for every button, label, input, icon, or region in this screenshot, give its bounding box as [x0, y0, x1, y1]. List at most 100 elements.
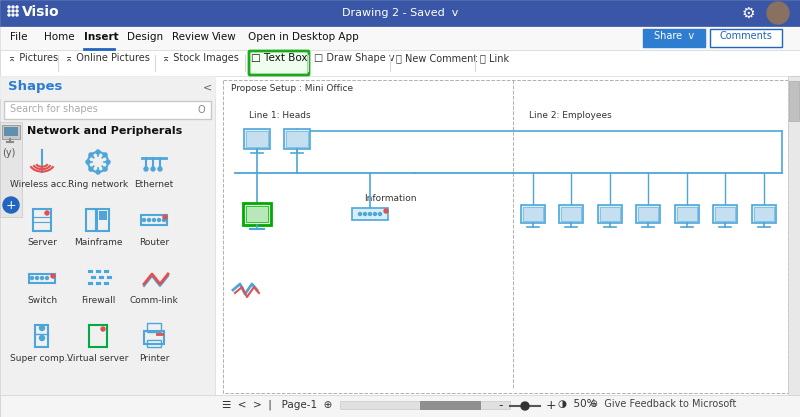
Circle shape [16, 6, 18, 8]
Bar [0, 122, 22, 217]
Text: Ethernet: Ethernet [134, 180, 174, 189]
Circle shape [45, 211, 49, 215]
Circle shape [8, 10, 10, 12]
Circle shape [16, 14, 18, 16]
Bar [35, 325, 48, 347]
Text: Drawing 2 - Saved  v: Drawing 2 - Saved v [342, 8, 458, 18]
Bar [97, 209, 109, 231]
Bar [522, 207, 542, 221]
Bar [752, 205, 776, 223]
Bar [147, 340, 161, 347]
Bar [420, 401, 480, 409]
Circle shape [3, 197, 19, 213]
Circle shape [142, 219, 146, 221]
Bar [788, 76, 800, 395]
Text: ⌅ Stock Images: ⌅ Stock Images [162, 53, 239, 63]
Circle shape [41, 276, 43, 279]
Circle shape [378, 213, 382, 216]
Bar [559, 205, 583, 223]
Text: Review: Review [172, 32, 209, 42]
Circle shape [12, 10, 14, 12]
Bar [243, 203, 271, 225]
Text: ⌅ Pictures: ⌅ Pictures [8, 53, 58, 63]
Circle shape [151, 167, 155, 171]
Text: ⚙: ⚙ [741, 5, 755, 20]
Bar [789, 81, 799, 121]
Bar [521, 205, 545, 223]
Text: +: + [546, 399, 557, 412]
Bar [106, 275, 112, 279]
Bar [0, 395, 800, 417]
Circle shape [103, 153, 107, 157]
Text: Mainframe: Mainframe [74, 238, 122, 247]
Bar [246, 206, 268, 222]
Bar [340, 401, 510, 409]
Text: Firewall: Firewall [81, 296, 115, 305]
Bar [677, 207, 697, 221]
Circle shape [12, 6, 14, 8]
Bar [29, 274, 55, 283]
Bar [33, 209, 51, 231]
Bar [598, 205, 622, 223]
Bar [754, 207, 774, 221]
Text: Printer: Printer [139, 354, 169, 363]
Bar [0, 26, 800, 50]
Bar [141, 215, 167, 225]
Bar [89, 325, 107, 347]
Bar [643, 29, 705, 47]
Text: View: View [212, 32, 237, 42]
Text: ◑  50%: ◑ 50% [558, 399, 597, 409]
Bar [86, 209, 96, 231]
Bar [244, 129, 270, 149]
Bar [675, 205, 699, 223]
Bar [95, 269, 101, 273]
Bar [87, 269, 93, 273]
Circle shape [39, 326, 45, 331]
Text: -: - [498, 399, 502, 412]
Circle shape [358, 213, 362, 216]
Circle shape [89, 167, 93, 171]
Bar [87, 281, 93, 285]
Circle shape [16, 10, 18, 12]
Text: Open in Desktop App: Open in Desktop App [248, 32, 358, 42]
Bar [0, 0, 800, 26]
Bar [4, 127, 18, 136]
Text: Super comp...: Super comp... [10, 354, 74, 363]
Text: Virtual server: Virtual server [67, 354, 129, 363]
Text: Line 2: Employees: Line 2: Employees [529, 111, 611, 120]
Circle shape [369, 213, 371, 216]
Text: □ Draw Shape v: □ Draw Shape v [314, 53, 394, 63]
Text: +: + [6, 198, 16, 211]
Text: Design: Design [127, 32, 163, 42]
Circle shape [144, 167, 148, 171]
Text: Home: Home [44, 32, 74, 42]
Circle shape [89, 153, 93, 157]
Text: □ Text Box: □ Text Box [250, 53, 307, 63]
Circle shape [162, 219, 166, 221]
Bar [2, 125, 20, 139]
Circle shape [96, 150, 100, 154]
Text: Comments: Comments [719, 31, 773, 41]
Text: Share  v: Share v [654, 31, 694, 41]
Circle shape [153, 219, 155, 221]
Circle shape [39, 336, 45, 341]
Text: Information: Information [364, 194, 416, 203]
Bar [284, 129, 310, 149]
Bar [0, 76, 215, 417]
Bar [710, 29, 782, 47]
Bar [98, 275, 104, 279]
FancyBboxPatch shape [249, 51, 309, 75]
Bar [144, 331, 164, 344]
Circle shape [521, 402, 529, 410]
Text: O: O [197, 105, 205, 115]
Text: Visio: Visio [22, 5, 60, 19]
Circle shape [363, 213, 366, 216]
Text: Router: Router [139, 238, 169, 247]
Text: Insert: Insert [84, 32, 118, 42]
Text: Comm-link: Comm-link [130, 296, 178, 305]
Text: Server: Server [27, 238, 57, 247]
Circle shape [384, 209, 388, 213]
Circle shape [767, 2, 789, 24]
Text: ☰  <  >  |   Page-1  ⊕: ☰ < > | Page-1 ⊕ [222, 399, 332, 409]
Circle shape [163, 215, 167, 219]
